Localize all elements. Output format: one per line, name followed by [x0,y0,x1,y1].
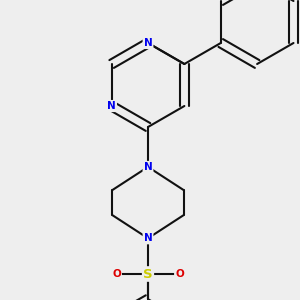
Text: S: S [143,268,153,281]
Text: N: N [144,38,152,48]
Text: N: N [144,233,152,243]
Text: O: O [112,269,121,279]
Text: N: N [107,101,116,111]
Text: O: O [175,269,184,279]
Text: N: N [144,162,152,172]
